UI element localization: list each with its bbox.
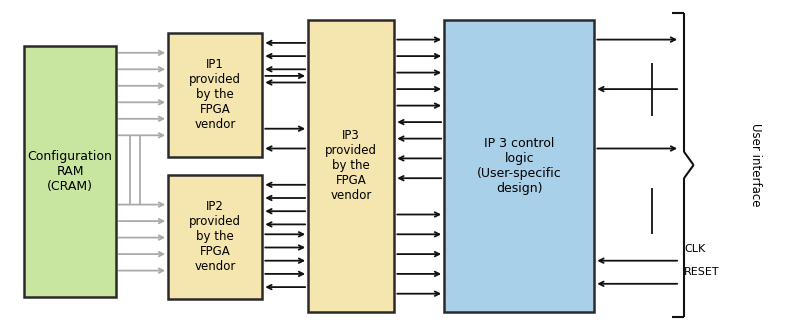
Bar [308, 20, 394, 312]
Text: RESET: RESET [684, 267, 720, 277]
Text: IP1
provided
by the
FPGA
vendor: IP1 provided by the FPGA vendor [190, 58, 242, 131]
Bar [24, 46, 116, 297]
Bar [168, 175, 262, 299]
Text: IP3
provided
by the
FPGA
vendor: IP3 provided by the FPGA vendor [325, 129, 378, 202]
Text: IP2
provided
by the
FPGA
vendor: IP2 provided by the FPGA vendor [190, 200, 242, 273]
Text: IP 3 control
logic
(User-specific
design): IP 3 control logic (User-specific design… [477, 137, 562, 195]
Bar [168, 33, 262, 157]
Bar [444, 20, 594, 312]
Text: User interface: User interface [750, 123, 762, 207]
Text: Configuration
RAM
(CRAM): Configuration RAM (CRAM) [27, 150, 113, 193]
Text: CLK: CLK [684, 244, 706, 254]
